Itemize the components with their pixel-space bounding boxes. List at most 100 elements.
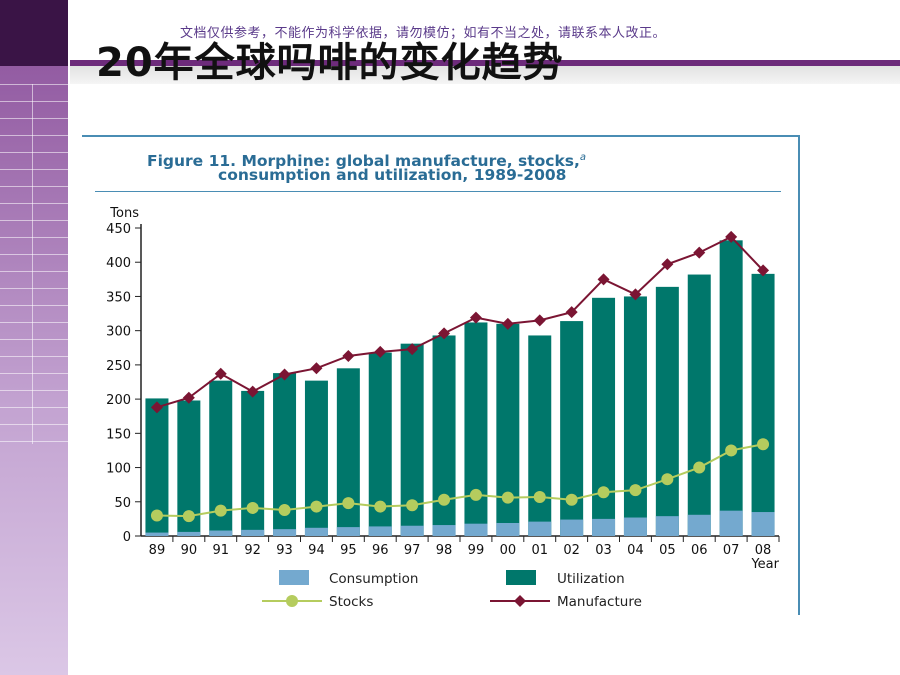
y-tick-label: 50: [114, 496, 131, 511]
manufacture-point: [150, 401, 163, 414]
figure-title-superscript: a: [579, 152, 587, 163]
utilization-bar: [655, 286, 679, 536]
manufacture-point: [438, 327, 451, 340]
figure-title-line2: consumption and utilization, 1989-2008: [218, 166, 567, 184]
y-axis-label: Tons: [109, 206, 139, 221]
consumption-bar: [719, 510, 743, 536]
consumption-bar: [400, 525, 424, 536]
consumption-bar: [464, 523, 488, 536]
left-divider: [68, 0, 70, 675]
legend-utilization-label: Utilization: [557, 571, 625, 587]
legend-stocks-label: Stocks: [329, 594, 373, 610]
utilization-bar: [719, 240, 743, 536]
consumption-bar: [273, 529, 297, 536]
consumption-bar: [241, 529, 265, 536]
utilization-bar: [177, 400, 201, 536]
legend-manufacture-marker: [514, 595, 526, 607]
manufacture-point: [406, 343, 419, 356]
stocks-point: [310, 500, 323, 513]
manufacture-point: [757, 264, 770, 277]
x-tick-label: 93: [276, 543, 293, 558]
stocks-point: [374, 500, 387, 513]
left-decor-grid: [0, 84, 70, 444]
consumption-bar: [687, 514, 711, 536]
consumption-bar: [336, 527, 360, 536]
manufacture-point: [565, 306, 578, 319]
y-tick-label: 350: [106, 290, 131, 305]
utilization-bar: [560, 321, 584, 536]
x-tick-label: 92: [244, 543, 261, 558]
x-tick-label: 06: [691, 543, 708, 558]
consumption-bar: [751, 512, 775, 536]
stocks-point: [438, 493, 451, 506]
y-tick-label: 300: [106, 325, 131, 340]
utilization-bar: [145, 398, 169, 536]
stocks-point: [182, 510, 195, 523]
stocks-point: [725, 444, 738, 457]
stocks-point: [406, 499, 419, 512]
y-tick-label: 250: [106, 359, 131, 374]
utilization-bar: [687, 274, 711, 536]
stocks-point: [629, 484, 642, 497]
header-bar: [70, 0, 900, 66]
manufacture-point: [597, 273, 610, 286]
utilization-bar: [273, 373, 297, 536]
header-rule: [70, 60, 900, 66]
stocks-point: [565, 493, 578, 506]
x-tick-label: 99: [468, 543, 485, 558]
manufacture-point: [342, 349, 355, 362]
utilization-bar: [751, 273, 775, 536]
stocks-point: [278, 503, 291, 516]
consumption-bar: [368, 526, 392, 536]
manufacture-point: [374, 345, 387, 358]
legend-stocks-marker: [286, 595, 298, 607]
y-tick-label: 0: [123, 530, 131, 545]
x-tick-label: 97: [404, 543, 421, 558]
x-axis-label: Year: [750, 557, 779, 572]
utilization-bar: [368, 352, 392, 536]
header-shadow: [70, 66, 900, 84]
watermark-text: 文档仅供参考，不能作为科学依据，请勿模仿；如有不当之处，请联系本人改正。: [180, 26, 667, 41]
utilization-bar: [496, 323, 520, 536]
stocks-point: [661, 473, 674, 486]
stocks-point: [757, 438, 770, 451]
manufacture-point: [661, 258, 674, 271]
y-tick-label: 100: [106, 462, 131, 477]
slide-title: 20年全球吗啡的变化趋势: [96, 40, 564, 86]
x-tick-label: 08: [755, 543, 772, 558]
manufacture-point: [629, 288, 642, 301]
consumption-bar: [655, 516, 679, 536]
manufacture-line: [156, 235, 764, 409]
y-tick-label: 400: [106, 256, 131, 271]
consumption-bar: [432, 525, 456, 536]
manufacture-point: [182, 391, 195, 404]
utilization-bar: [592, 297, 616, 536]
figure-title-line1: Figure 11. Morphine: global manufacture,…: [147, 152, 580, 171]
x-tick-label: 03: [595, 543, 612, 558]
x-tick-label: 96: [372, 543, 389, 558]
consumption-bar: [304, 527, 328, 536]
x-tick-label: 02: [563, 543, 580, 558]
stocks-point: [246, 501, 259, 514]
x-tick-label: 04: [627, 543, 644, 558]
consumption-bar: [145, 532, 169, 536]
manufacture-point: [214, 367, 227, 380]
stocks-point: [533, 490, 546, 503]
stocks-point: [693, 461, 706, 474]
consumption-bar: [177, 531, 201, 536]
consumption-bar: [496, 522, 520, 536]
consumption-bar: [528, 521, 552, 536]
legend-utilization-swatch: [506, 570, 536, 585]
x-tick-label: 91: [212, 543, 229, 558]
utilization-bar: [336, 368, 360, 536]
stocks-point: [150, 509, 163, 522]
consumption-bar: [560, 519, 584, 536]
utilization-bar: [400, 343, 424, 536]
legend-manufacture-label: Manufacture: [557, 594, 642, 610]
y-tick-label: 450: [106, 222, 131, 237]
y-tick-label: 150: [106, 427, 131, 442]
y-tick-label: 200: [106, 393, 131, 408]
manufacture-point: [246, 385, 259, 398]
manufacture-point: [725, 230, 738, 243]
